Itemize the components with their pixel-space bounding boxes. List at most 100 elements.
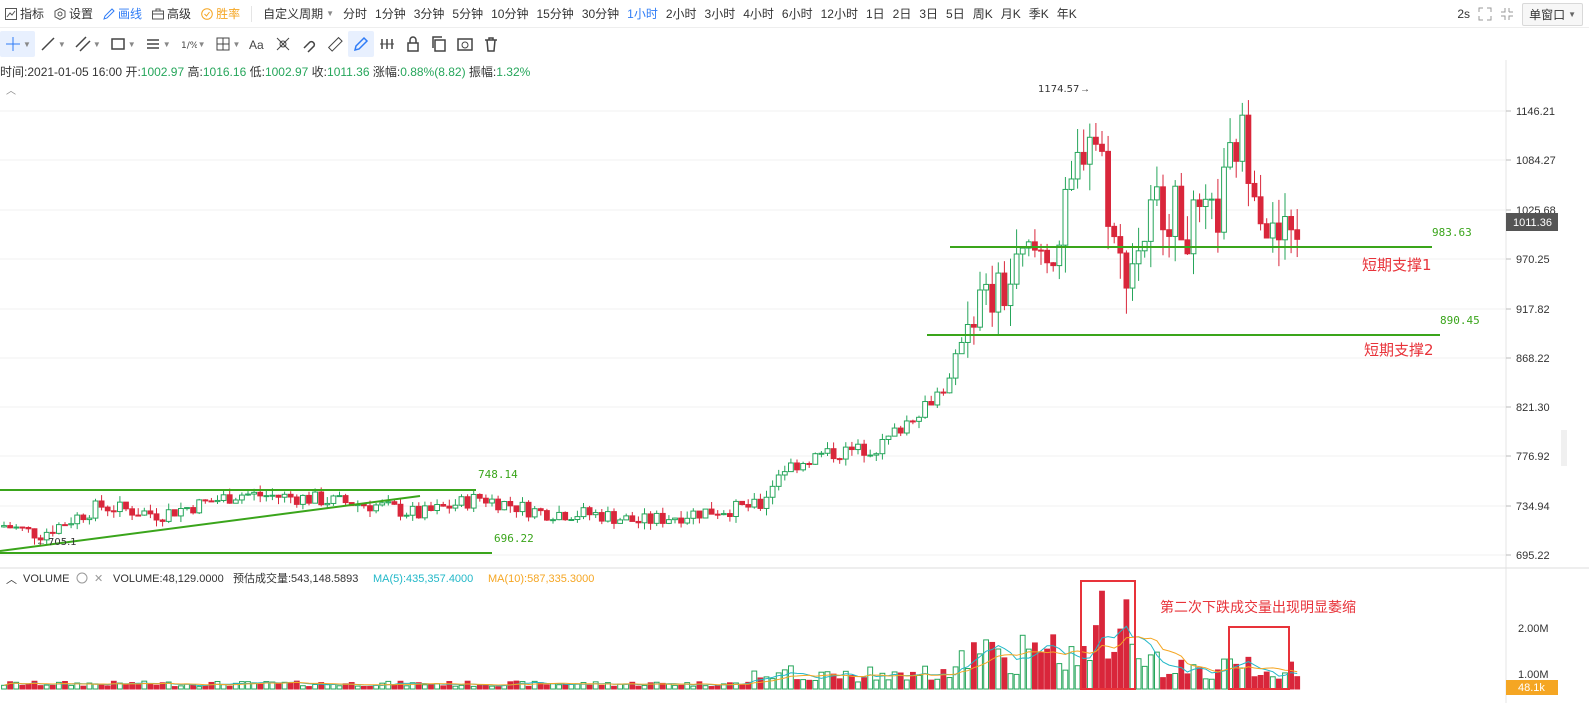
window-mode-dropdown[interactable]: 单窗口 ▼ bbox=[1522, 2, 1583, 26]
period-tab[interactable]: 分时 bbox=[343, 6, 368, 21]
channel-tool[interactable]: ▼ bbox=[70, 31, 105, 57]
period-tab[interactable]: 1分钟 bbox=[375, 6, 406, 21]
ruler-tool[interactable] bbox=[322, 31, 348, 57]
period-tab[interactable]: 3日 bbox=[919, 6, 939, 21]
candle-body bbox=[403, 514, 410, 517]
volume-bar bbox=[239, 681, 245, 690]
measure-tool[interactable]: ▼ bbox=[210, 31, 245, 57]
settings-label: 设置 bbox=[69, 7, 94, 21]
crosshair-tool[interactable]: ▼ bbox=[0, 31, 35, 57]
candle-body bbox=[196, 499, 203, 514]
magnet-tool[interactable] bbox=[296, 31, 322, 57]
open-value: 1002.97 bbox=[140, 65, 185, 79]
screenshot-tool[interactable] bbox=[452, 31, 478, 57]
candle-body bbox=[666, 519, 672, 524]
period-tab[interactable]: 2小时 bbox=[665, 6, 697, 21]
volume-bar bbox=[824, 671, 831, 690]
period-tab[interactable]: 10分钟 bbox=[491, 6, 529, 21]
candle-body bbox=[1062, 188, 1069, 246]
period-tab[interactable]: 5日 bbox=[946, 6, 965, 21]
candle-body bbox=[879, 438, 886, 455]
volume-collapse-icon[interactable]: ︿ bbox=[6, 574, 17, 586]
volume-bar bbox=[1123, 599, 1130, 690]
period-tab[interactable]: 月K bbox=[1000, 6, 1021, 21]
volume-bar bbox=[153, 684, 160, 690]
advanced-button[interactable]: 高级 bbox=[147, 0, 196, 28]
candle-body bbox=[977, 289, 983, 328]
copy-tool[interactable] bbox=[426, 31, 452, 57]
volume-bar bbox=[361, 685, 367, 690]
lock-tool[interactable] bbox=[400, 31, 426, 57]
volume-bar bbox=[1215, 669, 1221, 690]
period-tab[interactable]: 15分钟 bbox=[536, 6, 574, 21]
candle-body bbox=[165, 509, 172, 522]
eye-icon[interactable] bbox=[76, 572, 88, 584]
volume-bar bbox=[739, 684, 746, 690]
current-price-tag bbox=[1506, 213, 1558, 231]
candle-body bbox=[409, 505, 416, 516]
period-tab[interactable]: 1日 bbox=[865, 6, 885, 21]
period-tab[interactable]: 3分钟 bbox=[413, 6, 445, 21]
expand-icon[interactable] bbox=[1478, 7, 1492, 21]
settings-button[interactable]: 设置 bbox=[49, 0, 98, 28]
volume-bar bbox=[580, 682, 587, 690]
volume-bar bbox=[647, 682, 654, 690]
fibonacci-tool[interactable]: 1/% ▼ bbox=[175, 31, 210, 57]
candle-body bbox=[952, 353, 959, 379]
period-tab[interactable]: 周K bbox=[972, 6, 993, 21]
trendline-tool[interactable]: ▼ bbox=[35, 31, 70, 57]
candle-body bbox=[1160, 186, 1166, 231]
parallel-lines-tool[interactable]: ▼ bbox=[140, 31, 175, 57]
pattern-tool[interactable] bbox=[270, 31, 296, 57]
custom-period-dropdown[interactable]: 自定义周期 ▼ bbox=[258, 0, 339, 28]
text-tool[interactable]: Aa bbox=[244, 31, 270, 57]
candle-body bbox=[531, 508, 538, 518]
volume-bar bbox=[98, 683, 105, 690]
period-tab[interactable]: 2日 bbox=[892, 6, 912, 21]
volume-bar bbox=[208, 681, 215, 690]
indicators-button[interactable]: 指标 bbox=[0, 0, 49, 28]
winrate-button[interactable]: 胜率 bbox=[196, 0, 245, 28]
candle-body bbox=[434, 504, 441, 511]
volume-bar bbox=[849, 675, 855, 690]
delete-tool[interactable] bbox=[478, 31, 504, 57]
level-983-label: 983.63 bbox=[1432, 226, 1472, 239]
collapse-icon[interactable]: ︿ bbox=[6, 86, 16, 97]
fullscreen-icon[interactable] bbox=[1500, 7, 1514, 21]
volume-bar bbox=[470, 685, 477, 690]
lock-drawing-tool[interactable] bbox=[348, 31, 375, 57]
uptrend-line[interactable] bbox=[0, 495, 421, 552]
volume-value: VOLUME:48,129.0000 bbox=[113, 573, 224, 585]
candle-body bbox=[720, 513, 727, 516]
rectangle-tool[interactable]: ▼ bbox=[105, 31, 140, 57]
period-tab[interactable]: 年K bbox=[1056, 6, 1077, 21]
refresh-interval[interactable]: 2s bbox=[1457, 7, 1471, 21]
volume-layer bbox=[1, 590, 1301, 690]
candle-body bbox=[617, 519, 624, 524]
drawn-lines[interactable] bbox=[0, 246, 1440, 554]
period-tab[interactable]: 30分钟 bbox=[581, 6, 620, 21]
draw-button[interactable]: 画线 bbox=[98, 0, 147, 28]
close-icon[interactable]: ✕ bbox=[94, 573, 103, 585]
candle-body bbox=[653, 512, 660, 524]
period-tab[interactable]: 6小时 bbox=[781, 6, 813, 21]
side-panel-handle[interactable] bbox=[1561, 430, 1567, 466]
kline-chart[interactable]: 748.14 696.22 983.63 890.45 短期支撑1 短期支撑2 … bbox=[0, 60, 1589, 703]
period-tab[interactable]: 3小时 bbox=[704, 6, 736, 21]
period-tab[interactable]: 1小时 bbox=[627, 6, 658, 21]
period-tab[interactable]: 12小时 bbox=[820, 6, 858, 21]
period-tab[interactable]: 4小时 bbox=[743, 6, 774, 21]
candle-body bbox=[257, 491, 264, 497]
volume-bar bbox=[336, 685, 343, 690]
volume-bar bbox=[977, 653, 983, 690]
volume-bar bbox=[1117, 628, 1124, 690]
candle-body bbox=[1269, 222, 1276, 239]
candle-body bbox=[1105, 150, 1111, 227]
candle-body bbox=[306, 494, 312, 504]
period-tab[interactable]: 5分钟 bbox=[452, 6, 484, 21]
candle-body bbox=[1111, 225, 1118, 238]
period-tab[interactable]: 季K bbox=[1028, 6, 1049, 21]
volume-bar bbox=[666, 683, 672, 690]
bars-pattern-tool[interactable] bbox=[374, 31, 400, 57]
candle-body bbox=[1294, 229, 1301, 240]
